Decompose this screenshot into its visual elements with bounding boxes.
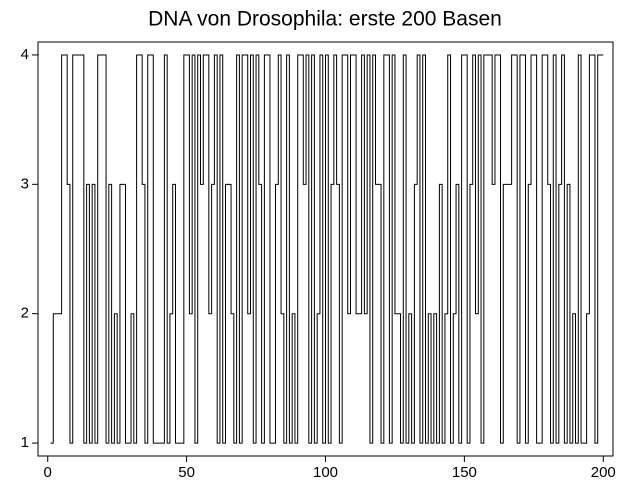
chart-title: DNA von Drosophila: erste 200 Basen (148, 8, 502, 31)
y-tick-label: 1 (21, 434, 29, 451)
y-tick-label: 2 (21, 305, 29, 322)
data-line (50, 54, 604, 444)
x-tick-label: 100 (313, 464, 338, 481)
x-tick-label: 0 (44, 464, 52, 481)
x-tick-label: 150 (452, 464, 477, 481)
y-tick-label: 4 (21, 46, 29, 63)
y-tick-label: 3 (21, 175, 29, 192)
x-tick-label: 200 (591, 464, 616, 481)
x-tick-label: 50 (178, 464, 195, 481)
